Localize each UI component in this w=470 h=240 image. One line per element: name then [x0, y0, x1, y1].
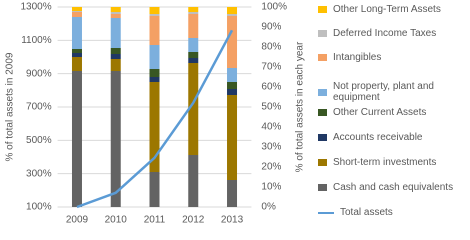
legend-item: Other Current Assets — [318, 107, 468, 118]
bar-segment — [149, 14, 160, 16]
y2-tick-label: 60% — [261, 82, 281, 93]
bar-segment — [71, 53, 82, 57]
legend-label: Short-term investments — [333, 157, 437, 168]
legend-swatch — [318, 54, 327, 61]
y-tick-label: 900% — [26, 68, 52, 79]
x-tick-label: 2011 — [144, 215, 166, 226]
y2-tick-label: 70% — [261, 62, 281, 73]
bar-segment — [110, 7, 121, 12]
bar-segment — [227, 95, 238, 180]
bar-segment — [188, 7, 199, 12]
y2-tick-label: 0% — [261, 202, 276, 213]
bar-segment — [71, 17, 82, 49]
bar-segment — [227, 7, 238, 14]
legend-label: Accounts receivable — [333, 132, 423, 143]
bar-segment — [149, 69, 160, 77]
legend-swatch — [318, 184, 327, 191]
y2-tick-label: 40% — [261, 122, 281, 133]
bar-segment — [110, 12, 121, 14]
legend-swatch — [318, 159, 327, 166]
legend-swatch — [318, 134, 327, 141]
legend-label: Intangibles — [333, 52, 382, 63]
y2-axis-title: % of total assets in each year — [295, 41, 306, 172]
y2-tick-label: 100% — [261, 2, 287, 13]
bar-segment — [227, 180, 238, 207]
legend-item: Intangibles — [318, 52, 468, 63]
y-tick-label: 300% — [26, 168, 52, 179]
legend-label: Not property, plant and equipment — [333, 81, 434, 103]
bar-segment — [227, 16, 238, 68]
x-tick-label: 2009 — [66, 215, 89, 226]
y2-tick-label: 80% — [261, 42, 281, 53]
legend-label: Other Long-Term Assets — [333, 4, 441, 15]
bar-segment — [188, 52, 199, 58]
bar-segment — [149, 172, 160, 207]
legend-item: Accounts receivable — [318, 132, 468, 143]
legend-label: Deferred Income Taxes — [333, 28, 437, 39]
bar-segment — [71, 57, 82, 71]
bar-segment — [71, 12, 82, 17]
x-tick-label: 2012 — [182, 215, 205, 226]
bar-segment — [227, 89, 238, 95]
y2-tick-label: 50% — [261, 102, 281, 113]
legend-label: Cash and cash equivalents — [333, 182, 454, 193]
chart: % of total assets in 2009 % of total ass… — [5, 2, 468, 226]
bar-segment — [188, 58, 199, 63]
bar-segment — [188, 155, 199, 207]
bar-segment — [227, 68, 238, 82]
bar-segment — [110, 48, 121, 54]
legend-swatch — [318, 88, 327, 96]
legend-item: Other Long-Term Assets — [318, 4, 468, 15]
bar-segment — [188, 14, 199, 38]
bar-segment — [149, 7, 160, 14]
bar-segment — [149, 77, 160, 82]
bar-segment — [227, 82, 238, 89]
legend-item: Cash and cash equivalents — [318, 182, 468, 193]
chart-svg: % of total assets in 2009 % of total ass… — [5, 2, 306, 226]
bar-segment — [110, 59, 121, 71]
legend-swatch — [318, 211, 334, 214]
y2-tick-label: 20% — [261, 162, 281, 173]
bar-segment — [71, 7, 82, 11]
bar-segment — [188, 38, 199, 52]
bar-segment — [71, 11, 82, 12]
y-tick-label: 500% — [26, 135, 52, 146]
bar-segment — [71, 71, 82, 207]
line — [76, 29, 234, 209]
bar-segment — [188, 63, 199, 155]
legend-swatch — [318, 30, 327, 37]
bar-segment — [110, 71, 121, 207]
y-tick-label: 1100% — [21, 35, 52, 46]
y2-tick-label: 10% — [261, 182, 281, 193]
x-tick-label: 2013 — [221, 215, 244, 226]
bar-segment — [188, 12, 199, 14]
legend-label: Other Current Assets — [333, 107, 427, 118]
bar-segment — [149, 82, 160, 172]
legend-item: Not property, plant and equipment — [318, 81, 468, 103]
legend-label: Total assets — [340, 207, 393, 218]
y-tick-label: 100% — [26, 202, 52, 213]
y-axis-title: % of total assets in 2009 — [5, 52, 16, 161]
x-tick-label: 2010 — [105, 215, 128, 226]
bar-segment — [227, 14, 238, 16]
legend-swatch — [318, 6, 327, 13]
y2-tick-label: 30% — [261, 142, 281, 153]
legend-swatch — [318, 109, 327, 116]
bar-segment — [71, 49, 82, 53]
bar-segment — [110, 14, 121, 18]
legend-item: Deferred Income Taxes — [318, 28, 468, 39]
legend-item: Short-term investments — [318, 157, 468, 168]
bar-segment — [149, 16, 160, 45]
y-tick-label: 700% — [26, 102, 52, 113]
y-tick-label: 1300% — [20, 2, 51, 13]
bar-segment — [110, 54, 121, 59]
y2-tick-label: 90% — [261, 22, 281, 33]
bar-segment — [149, 45, 160, 69]
bar-segment — [110, 18, 121, 48]
legend-item: Total assets — [318, 207, 468, 218]
